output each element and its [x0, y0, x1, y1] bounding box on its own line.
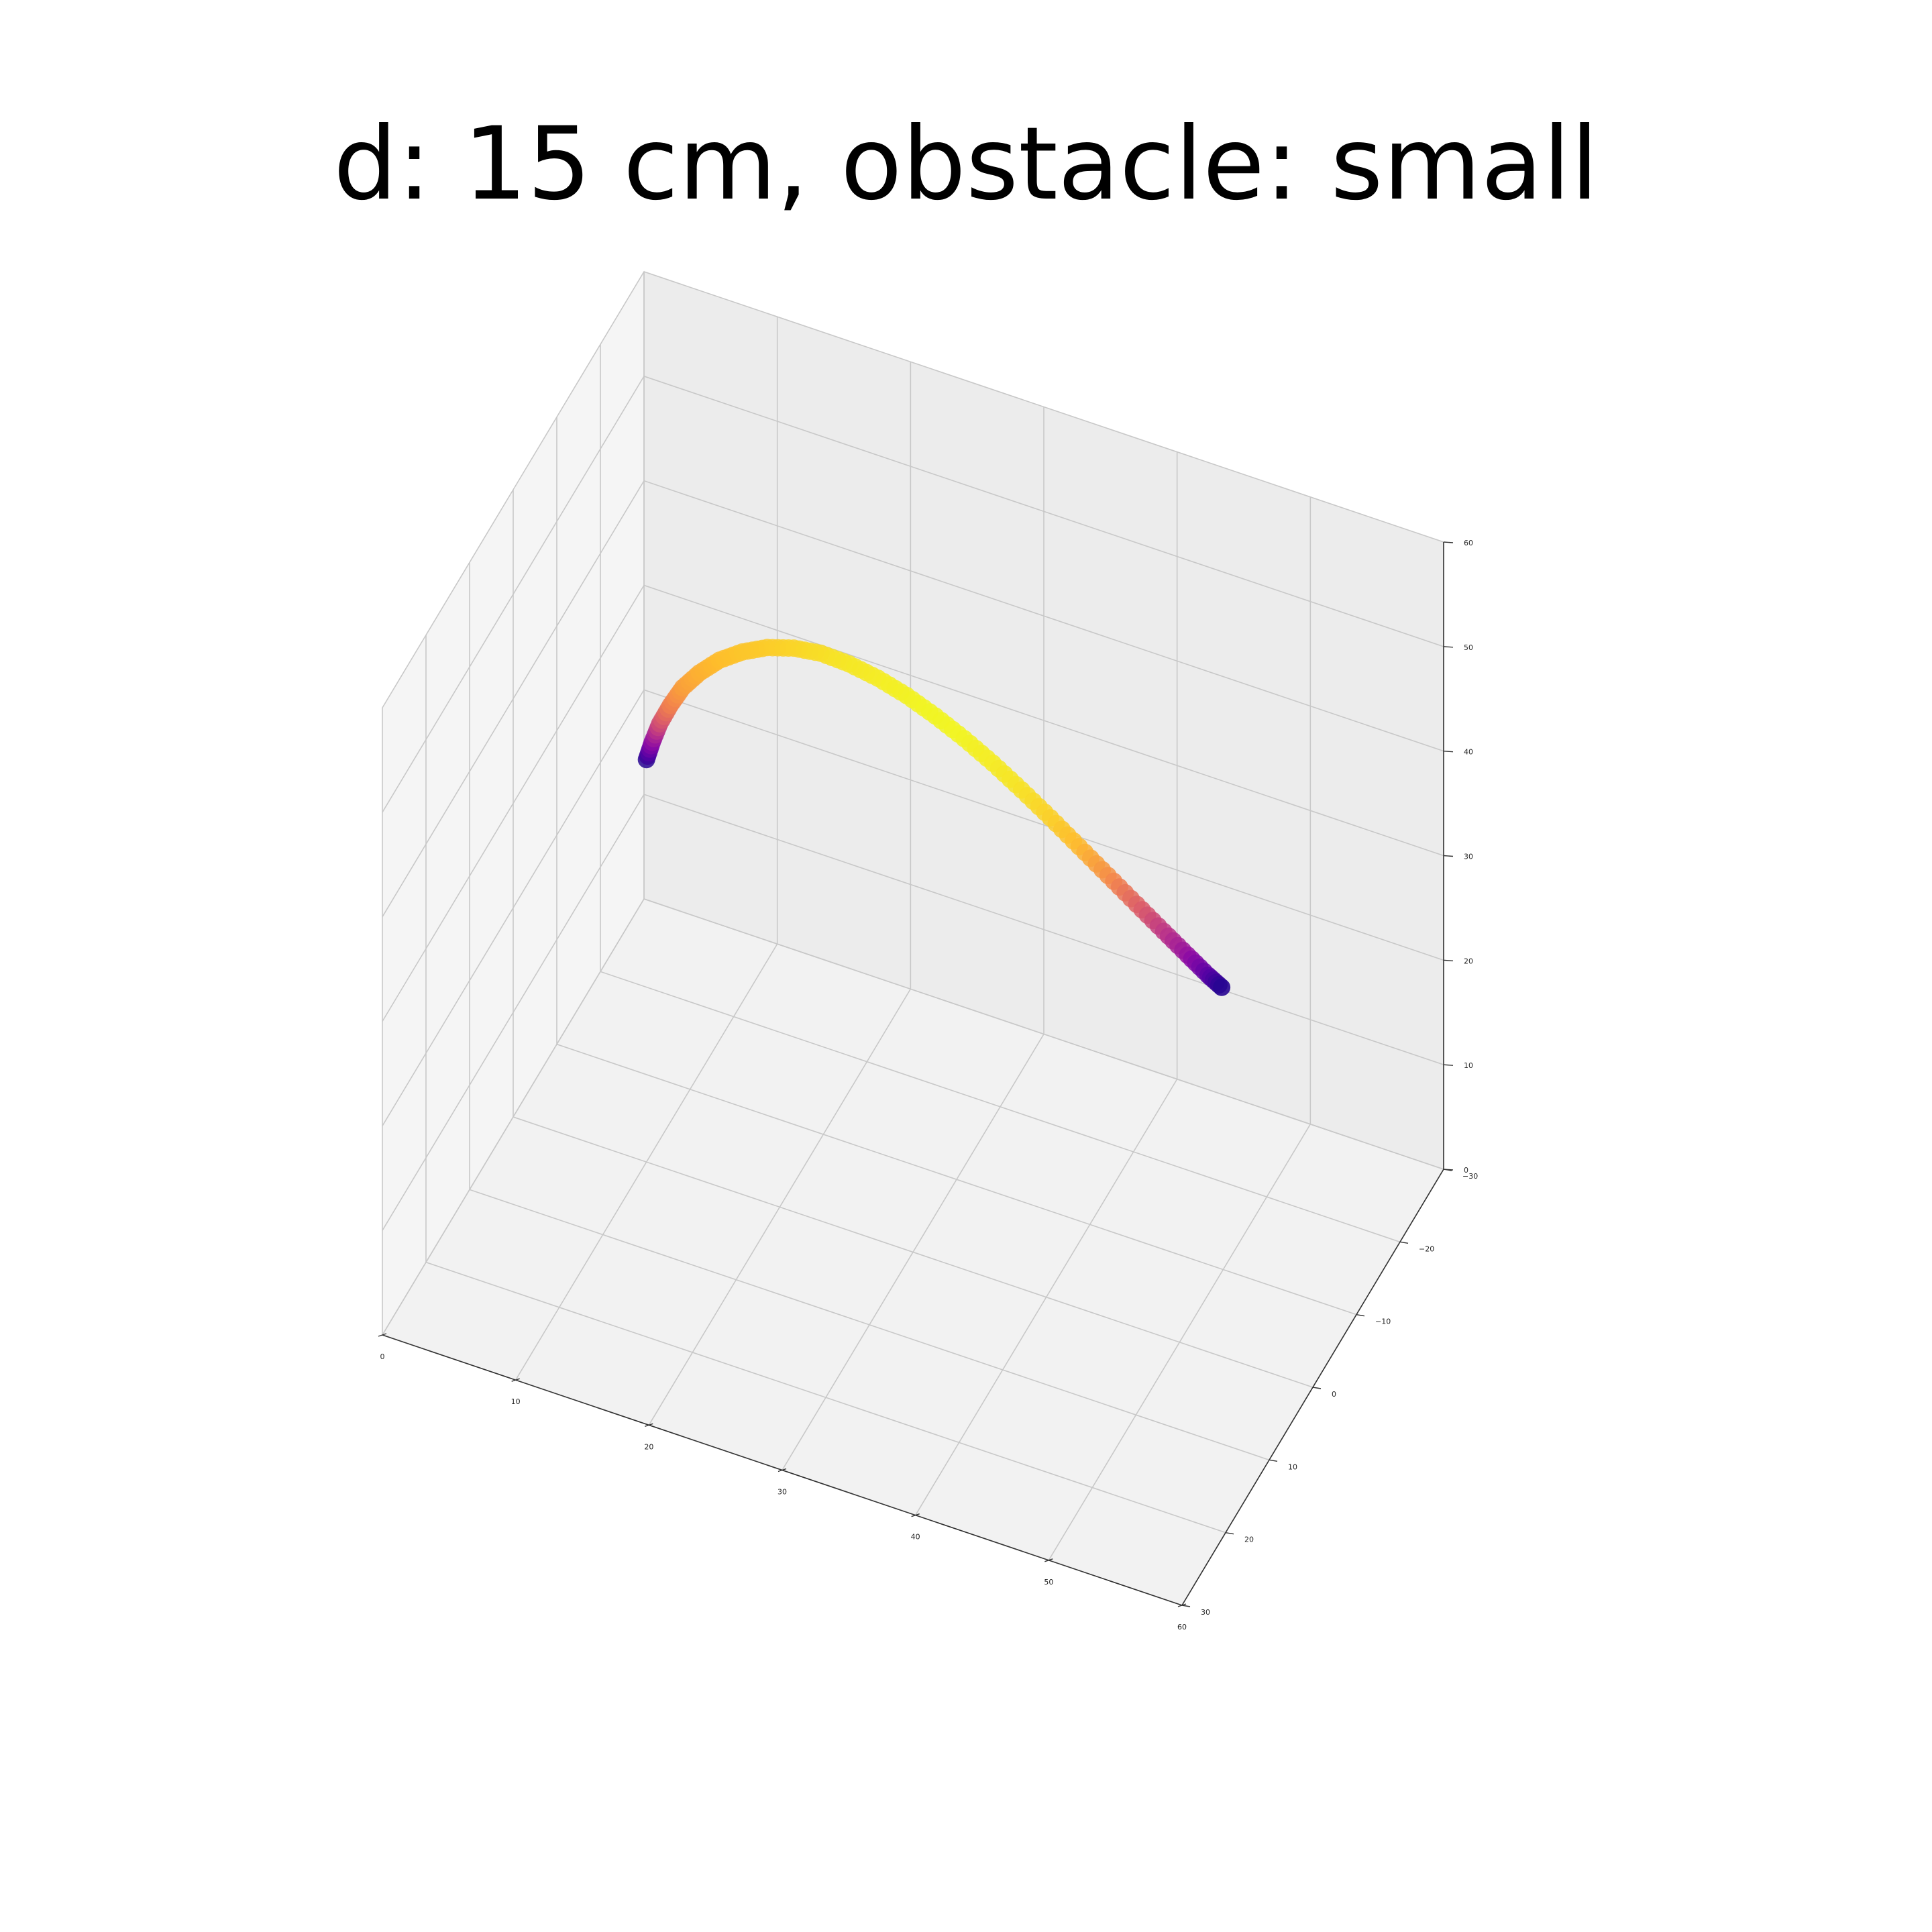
x-tick-label: 60: [1177, 1623, 1187, 1631]
y-tick: [1399, 1241, 1409, 1244]
chart-title: d: 15 cm, obstacle: small: [333, 106, 1599, 223]
x-tick: [511, 1378, 520, 1382]
y-tick: [1356, 1313, 1365, 1317]
y-tick: [1269, 1459, 1278, 1462]
y-tick-label: 30: [1201, 1608, 1210, 1617]
z-tick: [1443, 959, 1454, 962]
z-tick-label: 40: [1464, 748, 1473, 757]
z-tick-label: 30: [1464, 853, 1473, 861]
y-tick: [1312, 1387, 1322, 1389]
x-tick: [777, 1468, 787, 1472]
trajectory-points: [637, 639, 1231, 996]
x-tick-label: 50: [1044, 1578, 1053, 1587]
y-tick-label: 0: [1332, 1390, 1336, 1399]
z-tick-label: 10: [1464, 1061, 1473, 1070]
z-tick-label: 60: [1464, 539, 1473, 547]
y-tick-label: −10: [1375, 1318, 1391, 1326]
z-tick: [1443, 1169, 1454, 1171]
x-tick: [645, 1423, 653, 1427]
x-tick-label: 40: [911, 1533, 920, 1542]
x-tick-label: 0: [380, 1352, 385, 1361]
y-tick: [1181, 1605, 1191, 1607]
z-tick: [1443, 855, 1454, 857]
z-gridline: [382, 480, 1444, 918]
z-tick-label: 20: [1464, 957, 1473, 965]
x-tick: [378, 1333, 387, 1337]
z-tick: [1443, 541, 1454, 543]
axis-tick-labels: 0 10 20 30 40 50 60 −30 −20 −10 0 10 20 30 0 10 20 30 40 50…: [378, 539, 1478, 1631]
x-tick: [1044, 1558, 1053, 1562]
z-tick-label: 0: [1464, 1166, 1468, 1175]
x-tick: [911, 1513, 920, 1517]
y-tick-label: −30: [1462, 1172, 1478, 1181]
x-tick-label: 20: [644, 1442, 653, 1451]
z-gridline: [382, 689, 1444, 1126]
x-tick-label: 30: [777, 1488, 787, 1497]
y-tick: [1225, 1532, 1234, 1535]
z-tick: [1443, 750, 1454, 753]
z-gridline: [382, 898, 1444, 1336]
trajectory-point: [1213, 978, 1231, 996]
y-tick-label: 20: [1244, 1536, 1254, 1544]
z-tick-label: 50: [1464, 643, 1473, 652]
z-gridline: [382, 271, 1444, 708]
axis-panes: [382, 270, 1444, 1606]
z-gridline: [382, 375, 1444, 813]
x-tick-label: 10: [511, 1397, 521, 1406]
y-tick-label: −20: [1419, 1244, 1434, 1253]
z-gridline: [382, 794, 1444, 1231]
y-tick-label: 10: [1288, 1462, 1297, 1471]
z-gridline: [382, 584, 1444, 1022]
